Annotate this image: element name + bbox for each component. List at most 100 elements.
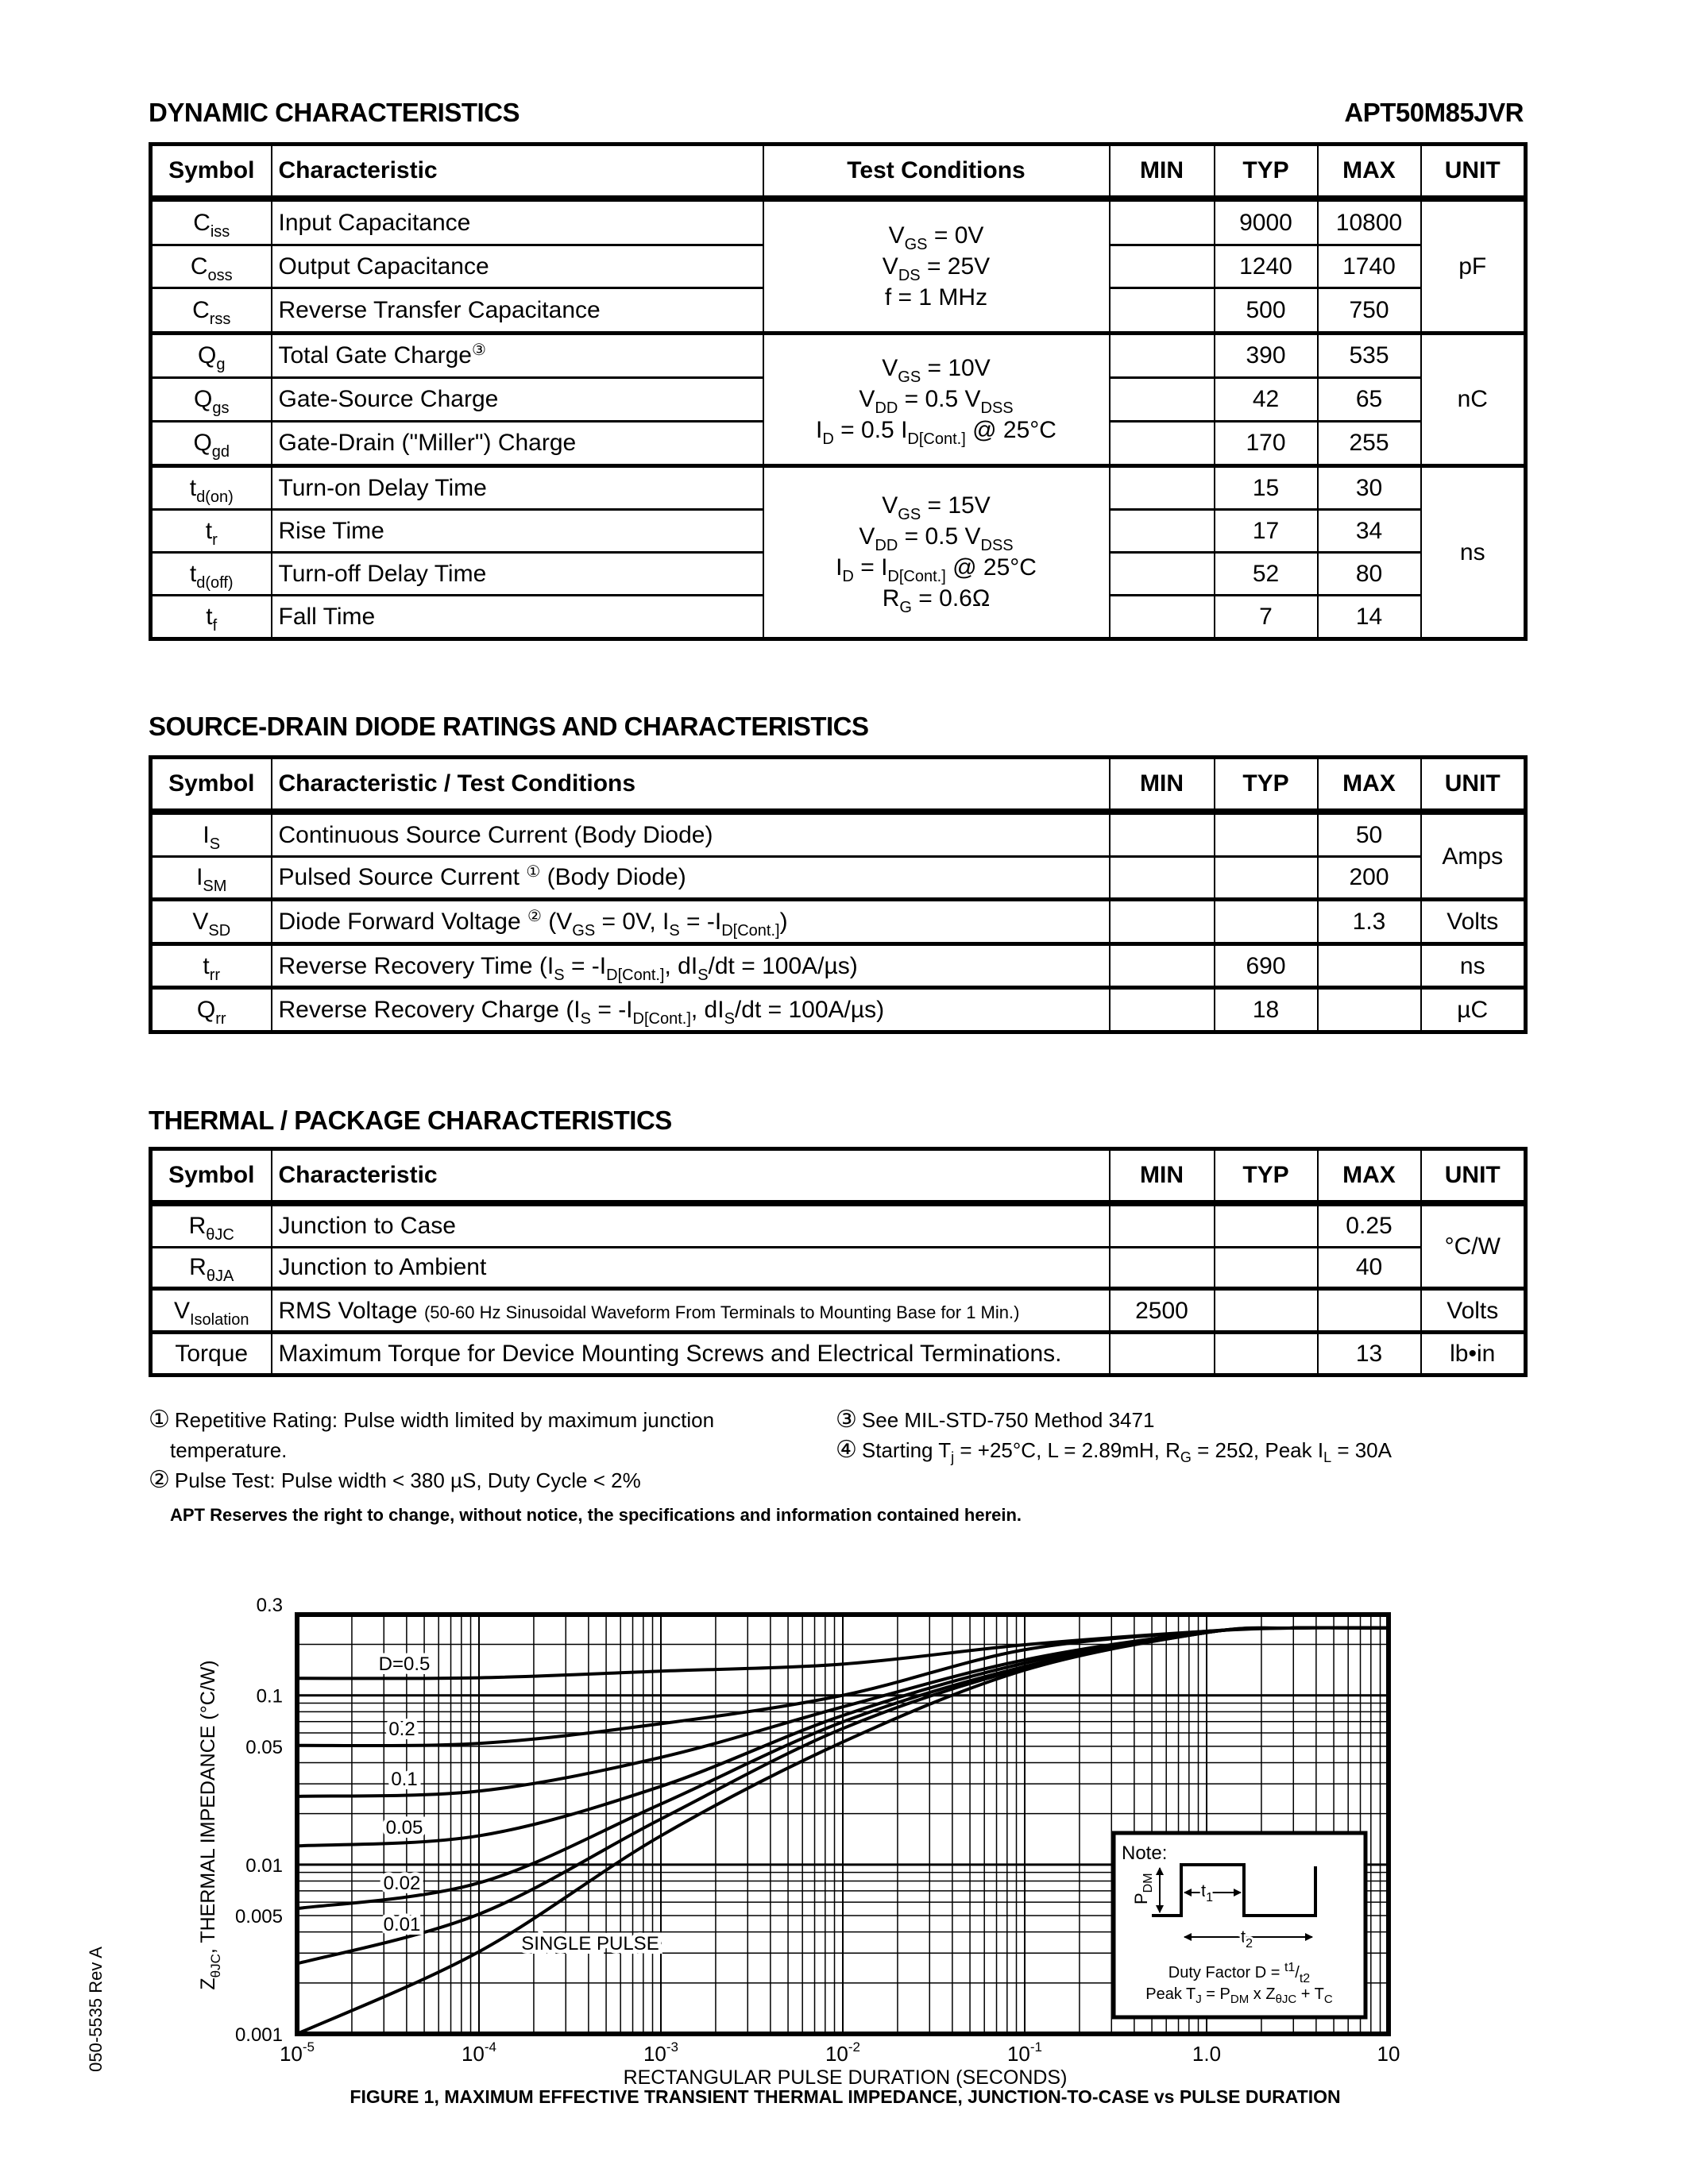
text-segment: t <box>205 517 213 544</box>
symbol-cell: VSD <box>149 897 272 945</box>
t1-symbol: t <box>1201 1881 1206 1900</box>
text-segment: Turn-on Delay Time <box>278 474 487 501</box>
text-segment: f = 1 MHz <box>884 284 988 311</box>
series-label: 0.01 <box>384 1914 421 1935</box>
max-cell: 65 <box>1316 376 1422 423</box>
characteristic-cell: Reverse Recovery Time (IS = -ID[Cont.], … <box>270 941 1111 990</box>
x-tick-base: 10 <box>280 2042 303 2066</box>
symbol-cell: Ciss <box>149 196 272 246</box>
y-axis-label: ZθJC, THERMAL IMPEDANCE (°C/W) <box>197 1660 223 1989</box>
subscript: S <box>580 1010 591 1028</box>
min-cell <box>1108 196 1215 246</box>
max-cell: 255 <box>1316 419 1422 467</box>
duty-factor-formula: Duty Factor D = t1/t2 <box>1168 1961 1311 1985</box>
formula-part: + T <box>1296 1985 1324 2003</box>
subscript: D[Cont.] <box>606 966 665 984</box>
max-cell: 200 <box>1316 855 1422 901</box>
max-cell: 50 <box>1316 809 1422 858</box>
typ-cell <box>1213 855 1319 901</box>
footnote-marker: ④ <box>836 1437 857 1463</box>
symbol-cell: VIsolation <box>149 1287 272 1333</box>
characteristic-cell: RMS Voltage (50-60 Hz Sinusoidal Wavefor… <box>270 1287 1111 1333</box>
x-tick-label: 10-5 <box>280 2039 315 2066</box>
unit-cell: Amps <box>1420 809 1527 901</box>
peak-tj-formula: Peak TJ = PDM x ZθJC + TC <box>1145 1985 1333 2006</box>
part-number: APT50M85JVR <box>1344 98 1524 127</box>
x-tick-base: 10 <box>462 2042 485 2066</box>
text-segment: Reverse Recovery Charge (I <box>278 997 581 1024</box>
text-segment: t <box>189 560 197 587</box>
column-header: Symbol <box>149 1148 272 1206</box>
column-header: TYP <box>1213 757 1319 815</box>
typ-cell: 18 <box>1213 986 1319 1033</box>
text-segment: = 0.6Ω <box>911 585 991 612</box>
text-segment: Reverse Recovery Time (I <box>278 952 554 979</box>
series-label: SINGLE PULSE <box>521 1933 659 1954</box>
subscript: θJC <box>206 1226 234 1244</box>
text-segment: Repetitive Rating: Pulse width limited b… <box>174 1408 715 1432</box>
footnote: ② Pulse Test: Pulse width < 380 µS, Duty … <box>149 1466 641 1494</box>
characteristic-cell: Maximum Torque for Device Mounting Screw… <box>270 1329 1111 1377</box>
min-cell <box>1108 463 1215 511</box>
min-cell <box>1108 897 1215 945</box>
condition-line: VDD = 0.5 VDSS <box>771 523 1103 554</box>
typ-cell: 17 <box>1213 508 1319 554</box>
text-segment: Q <box>198 342 217 369</box>
typ-cell <box>1213 1201 1319 1248</box>
characteristic-cell: Turn-off Delay Time <box>270 550 764 596</box>
typ-cell: 9000 <box>1213 196 1319 246</box>
x-tick-label: 10-1 <box>1007 2039 1042 2066</box>
typ-cell <box>1213 1287 1319 1333</box>
typ-cell: 52 <box>1213 550 1319 596</box>
table-row: Crss Reverse Transfer Capacitance 500 750 <box>149 287 1526 334</box>
condition-line: ID = 0.5 ID[Cont.] @ 25°C <box>771 417 1103 447</box>
text-segment: V <box>888 222 905 249</box>
min-cell <box>1108 330 1215 379</box>
header-row: Symbol Characteristic MIN TYP MAX UNIT <box>149 1148 1527 1206</box>
column-header: MIN <box>1108 757 1215 815</box>
max-cell: 1.3 <box>1316 897 1422 945</box>
dynamic-characteristics-table: Symbol Characteristic Test Conditions MIN TY… <box>149 142 1528 641</box>
table-row: RθJA Junction to Ambient 40 <box>149 1245 1526 1291</box>
unit-cell: µC <box>1420 986 1527 1033</box>
text-segment: , dI <box>664 952 698 979</box>
column-header: MIN <box>1108 1148 1215 1206</box>
column-header: MAX <box>1316 144 1422 202</box>
table-row: tr Rise Time 17 34 <box>149 508 1526 554</box>
text-segment: = 0V <box>927 222 984 249</box>
text-segment: I <box>816 417 823 444</box>
column-header: MIN <box>1108 144 1215 202</box>
typ-cell <box>1213 1329 1319 1377</box>
subscript: S <box>669 921 680 940</box>
table-row: tf Fall Time 7 14 <box>149 593 1526 641</box>
text-segment: Pulse Test: Pulse width < 380 µS, Duty C… <box>174 1468 641 1492</box>
column-header: UNIT <box>1420 757 1527 815</box>
subscript: SM <box>203 878 227 896</box>
x-tick-base: 1.0 <box>1192 2042 1221 2066</box>
text-segment: Rise Time <box>278 517 384 544</box>
subscript: gs <box>212 399 230 418</box>
pdm-subscript: DM <box>1141 1873 1155 1893</box>
table-row: Ciss Input Capacitance VGS = 0V VDS = 25V f … <box>149 196 1527 334</box>
symbol-cell: Coss <box>149 243 272 290</box>
symbol-cell: Qg <box>149 330 272 379</box>
subscript: g <box>216 356 226 374</box>
symbol-cell: tf <box>149 593 272 641</box>
symbol-cell: trr <box>149 941 272 990</box>
text-segment: R <box>189 1254 207 1281</box>
y-label-text: , THERMAL IMPEDANCE (°C/W) <box>197 1660 219 1954</box>
formula-part: = P <box>1202 1985 1230 2003</box>
min-cell <box>1108 855 1215 901</box>
table-row: RθJC Junction to Case 0.25 °C/W <box>149 1201 1527 1291</box>
table-row: td(on) Turn-on Delay Time VGS = 15V VDD = 0… <box>149 463 1527 641</box>
footnote-ref: ② <box>527 907 542 925</box>
test-conditions-cell: VGS = 0V VDS = 25V f = 1 MHz <box>762 196 1111 334</box>
typ-cell <box>1213 1245 1319 1291</box>
series-label: 0.2 <box>388 1719 415 1740</box>
symbol-cell: Qrr <box>149 986 272 1033</box>
subscript: S <box>697 966 709 984</box>
text-segment: C <box>193 209 211 236</box>
text-segment: R <box>188 1213 207 1240</box>
subscript: D[Cont.] <box>632 1010 691 1028</box>
